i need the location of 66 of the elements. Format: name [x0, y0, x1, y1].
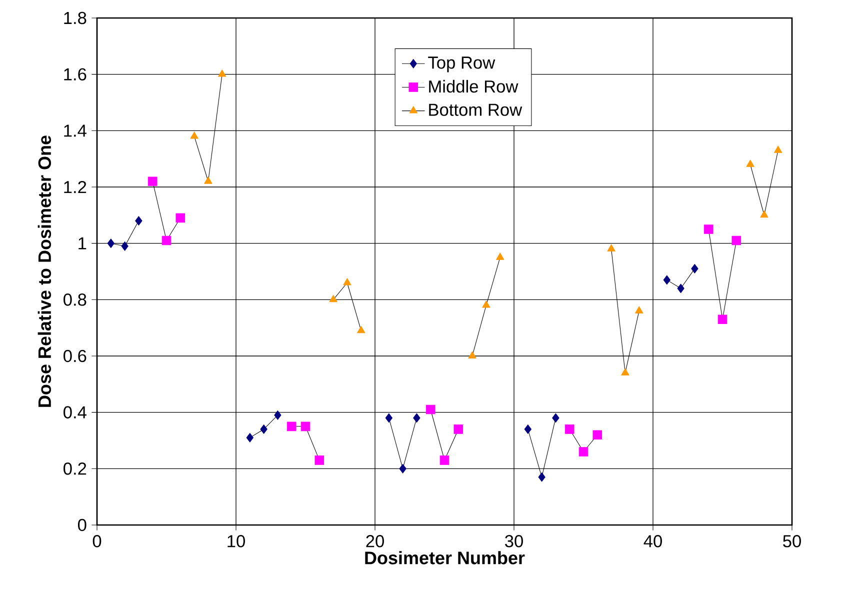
legend-label: Middle Row [429, 80, 518, 93]
point [635, 306, 644, 314]
point [538, 472, 546, 482]
point [246, 433, 254, 442]
point [621, 368, 630, 376]
point [260, 424, 268, 434]
y-tick-label: 0 [78, 518, 86, 532]
point [774, 146, 782, 153]
point [760, 210, 768, 218]
y-tick-label: 1 [78, 237, 86, 250]
point [677, 284, 684, 294]
point [385, 413, 392, 423]
y-tick-label: 1.6 [64, 68, 86, 80]
point [176, 213, 186, 223]
point [121, 241, 128, 251]
point [135, 216, 142, 226]
point [329, 294, 338, 302]
y-tick-label: 0.8 [64, 294, 86, 306]
point [718, 314, 728, 324]
point [607, 244, 616, 252]
y-tick-label: 1.4 [64, 124, 86, 137]
y-tick-label: 1.8 [64, 12, 86, 24]
x-tick-label: 10 [228, 535, 245, 548]
point [704, 224, 714, 234]
point [190, 132, 198, 139]
y-tick-label: 0.4 [64, 406, 86, 418]
point [564, 424, 574, 434]
point [468, 351, 476, 358]
point [524, 424, 532, 434]
point [691, 264, 698, 274]
x-axis-title: Dosimeter Number [365, 551, 525, 564]
point [732, 236, 742, 246]
point [314, 456, 324, 465]
point [162, 236, 172, 246]
legend-label: Top Row [428, 56, 496, 72]
y-tick-label: 1.2 [64, 180, 86, 194]
point [399, 464, 406, 474]
y-tick-label: 0.2 [64, 462, 86, 475]
point [454, 424, 464, 434]
point [300, 422, 310, 432]
point [552, 413, 560, 423]
point [482, 300, 490, 308]
point [426, 404, 436, 414]
point [496, 252, 504, 260]
point [343, 278, 352, 286]
point [413, 413, 420, 423]
point [578, 447, 588, 456]
point [204, 176, 212, 184]
legend-label: Bottom Row [429, 104, 522, 116]
point [218, 70, 226, 77]
point [107, 238, 114, 248]
point [440, 456, 450, 465]
x-tick-label: 40 [644, 535, 662, 548]
point [746, 160, 754, 167]
x-tick-label: 20 [366, 535, 384, 548]
point [592, 430, 602, 440]
point [357, 326, 366, 334]
point [663, 275, 670, 285]
x-tick-label: 50 [783, 535, 801, 548]
point [274, 410, 282, 420]
x-tick-label: 0 [92, 535, 102, 548]
point [148, 176, 158, 186]
y-tick-label: 0.6 [64, 350, 86, 362]
y-axis-title: Dose Relative to Dosimeter One [38, 136, 52, 407]
x-tick-label: 30 [505, 535, 523, 548]
point [286, 422, 296, 432]
